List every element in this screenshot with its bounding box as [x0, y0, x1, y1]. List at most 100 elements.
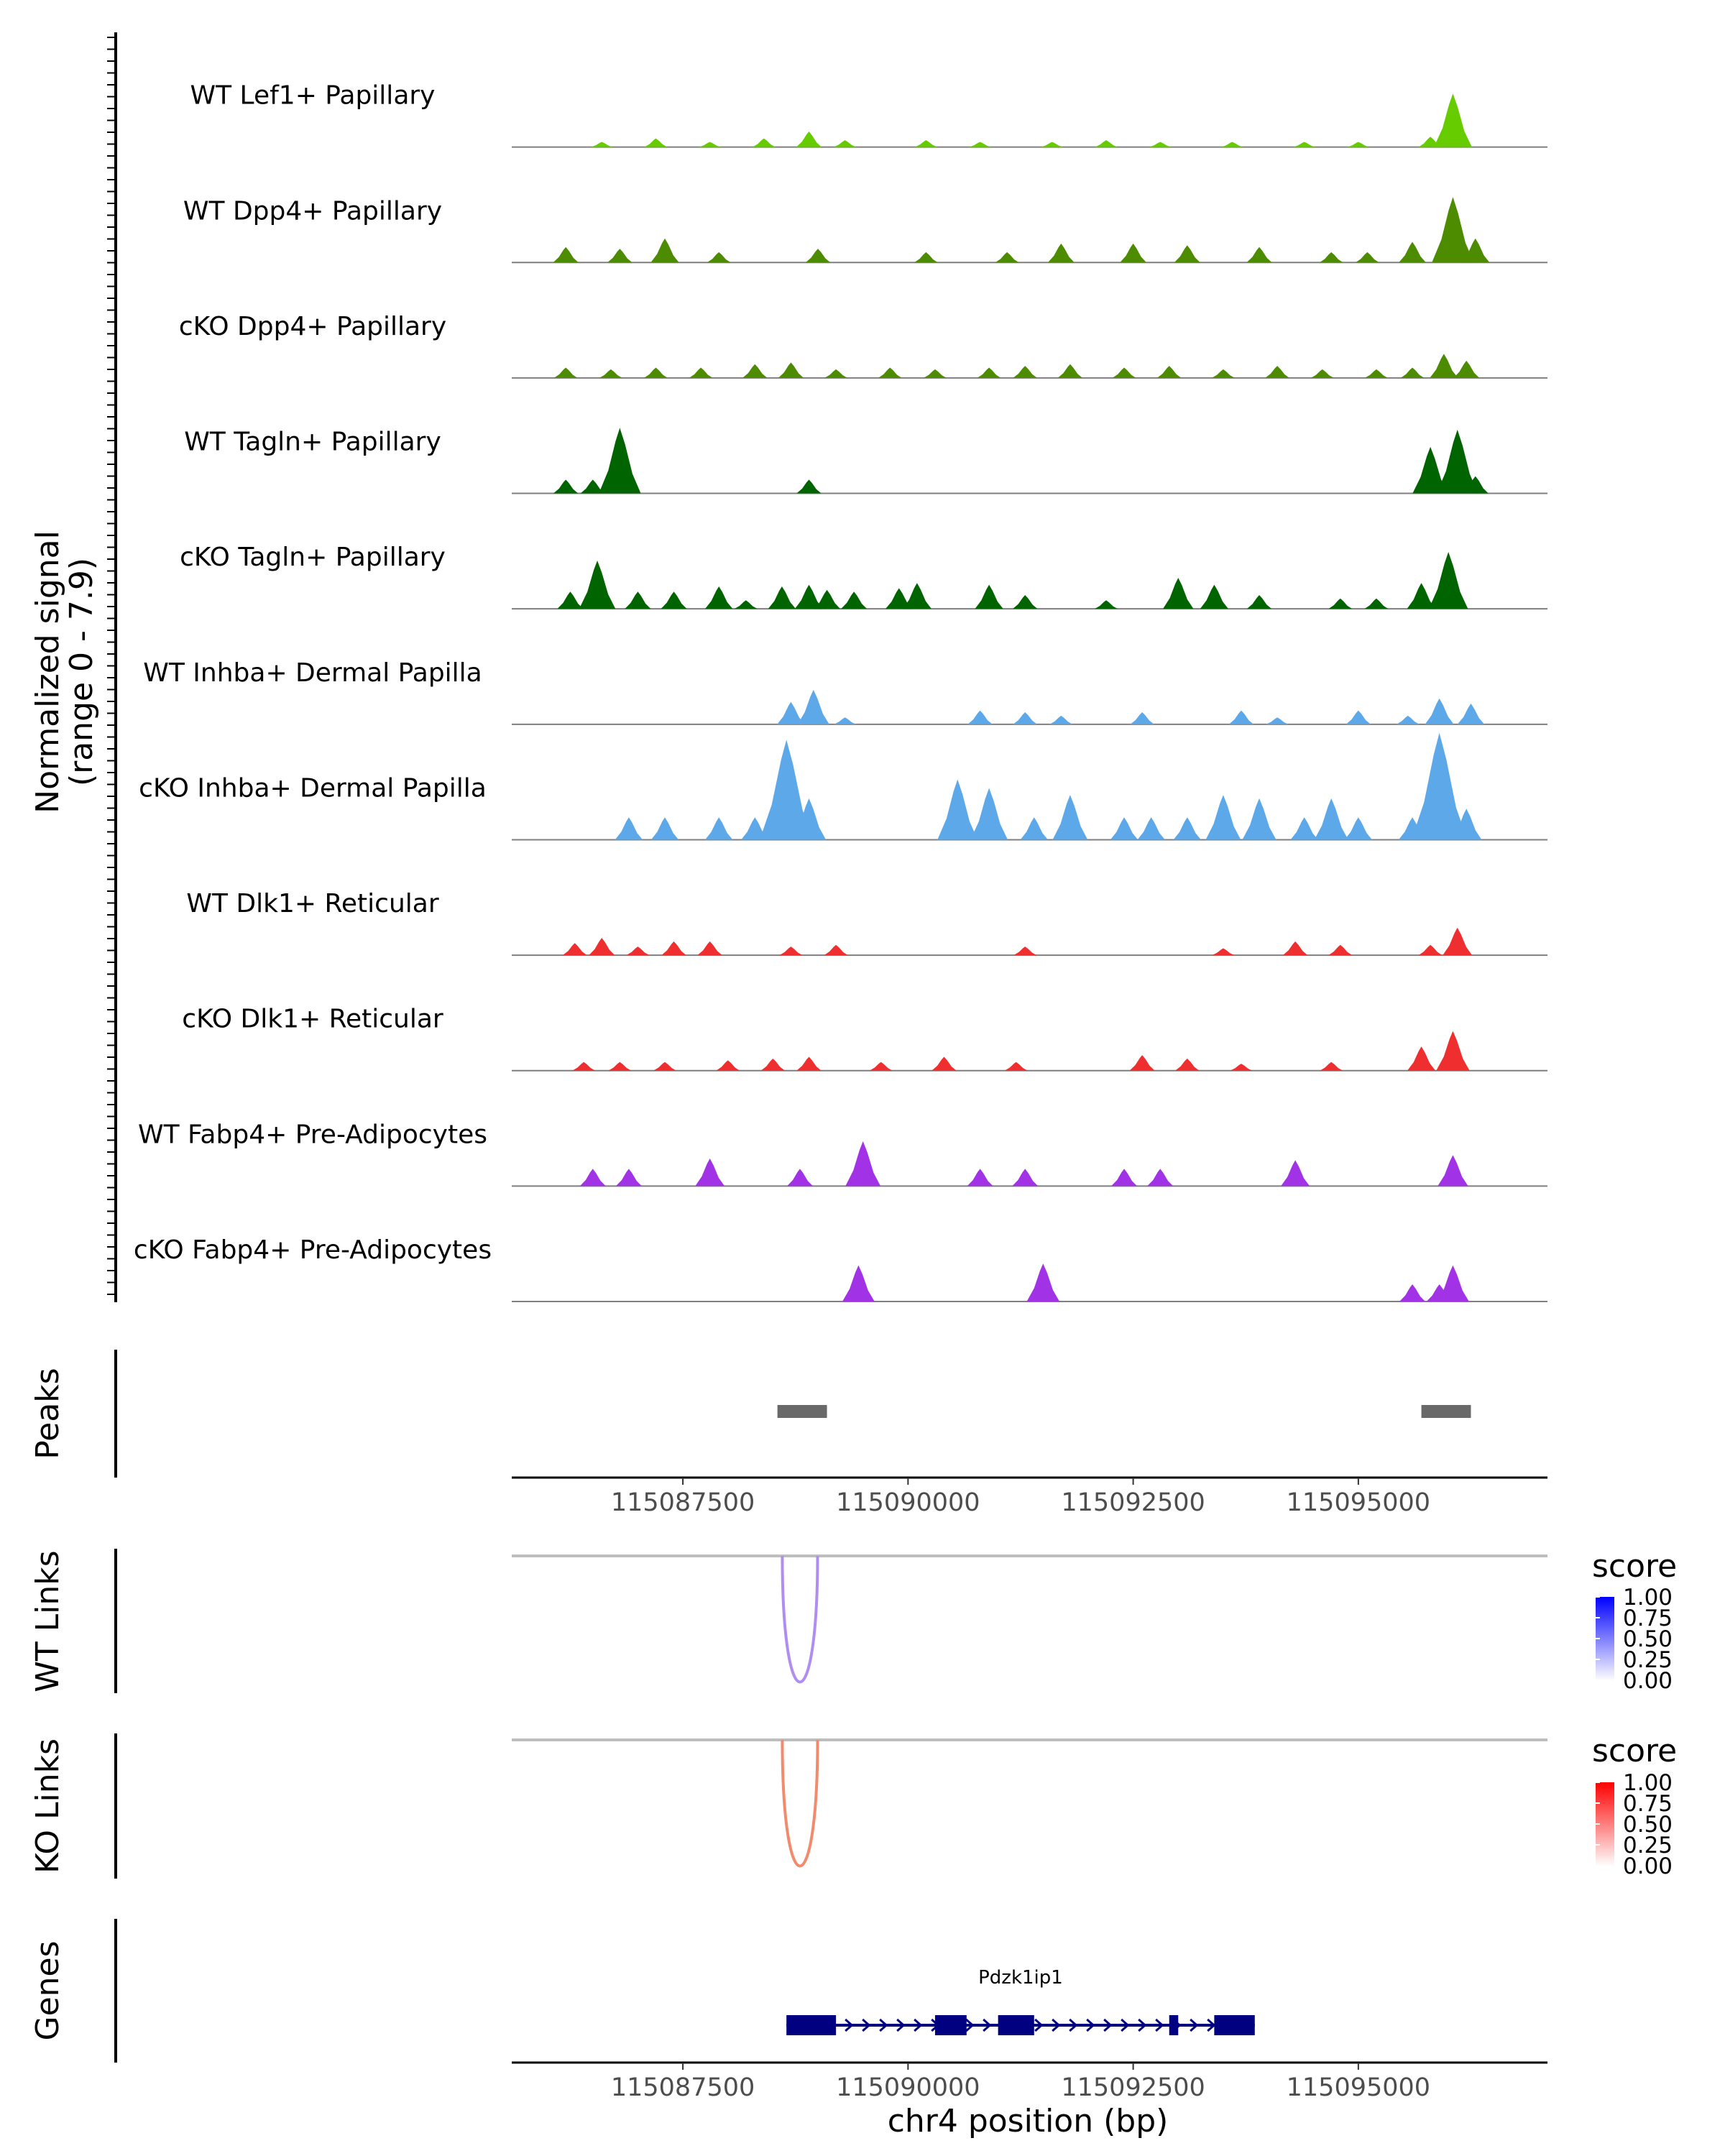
coverage-peak: [625, 591, 651, 609]
coverage-peak: [589, 938, 615, 956]
coverage-peak: [1400, 367, 1425, 378]
coverage-peak: [1163, 578, 1194, 609]
coverage-peak: [970, 788, 1008, 840]
coverage-peak: [1004, 1061, 1028, 1071]
coverage-peak: [1095, 140, 1118, 147]
coverage-peak: [1364, 369, 1388, 378]
strand-arrow: [1155, 2018, 1164, 2032]
coverage-track: WT Tagln+ Papillary: [184, 428, 1547, 494]
coverage-peak: [705, 817, 733, 840]
coverage-peak: [650, 238, 679, 263]
strand-arrow: [914, 2018, 923, 2032]
x-tick-label: 115087500: [611, 1488, 755, 1517]
coverage-peak: [1328, 944, 1353, 956]
coverage-peak: [797, 689, 829, 724]
peaks-label: Peaks: [29, 1368, 66, 1459]
x-tick-label: 115087500: [611, 2073, 755, 2102]
strand-arrow: [1086, 2018, 1095, 2032]
coverage-peak: [1437, 1265, 1469, 1302]
coverage-peak: [695, 1158, 725, 1187]
coverage-peak: [579, 561, 616, 609]
coverage-peak: [796, 1056, 822, 1071]
coverage-y-ticks: [107, 37, 116, 1295]
coverage-peak: [759, 740, 814, 840]
coverage-peak: [1228, 710, 1254, 724]
coverage-peak: [1432, 197, 1474, 263]
gene-exon: [998, 2015, 1034, 2035]
coverage-peak: [1149, 142, 1172, 147]
coverage-peak: [1461, 238, 1490, 263]
coverage-peak: [1399, 241, 1426, 263]
strand-arrow: [965, 2018, 975, 2032]
coverage-peak: [1052, 795, 1088, 840]
coverage-peak: [1242, 798, 1276, 840]
track-label: WT Fabp4+ Pre-Adipocytes: [138, 1120, 487, 1149]
x-axis-bottom-ticks: 115087500 115090000 115092500 115095000: [611, 2063, 1430, 2102]
coverage-peak: [1047, 243, 1075, 263]
coverage-peak: [572, 1061, 596, 1071]
strand-arrow: [1207, 2018, 1216, 2032]
coverage-peak: [615, 817, 643, 840]
coverage-peak: [791, 798, 827, 840]
coverage-peak: [1111, 1169, 1138, 1187]
ko-link-arc: [781, 1739, 819, 1868]
coverage-peak: [608, 1061, 632, 1071]
track-label: cKO Inhba+ Dermal Papilla: [139, 773, 487, 803]
wt-links-label: WT Links: [29, 1550, 66, 1692]
coverage-peak: [932, 1056, 957, 1071]
coverage-peak: [1230, 1064, 1253, 1071]
coverage-peak: [923, 369, 947, 378]
coverage-peak: [1344, 817, 1373, 840]
track-label: cKO Dlk1+ Reticular: [182, 1005, 443, 1034]
legend-tick-label: 0.00: [1623, 1668, 1673, 1694]
track-label: WT Dpp4+ Papillary: [183, 196, 442, 226]
coverage-peak: [562, 943, 587, 956]
legend-tick-label: 0.75: [1623, 1791, 1673, 1817]
legend-tick-label: 0.50: [1623, 1812, 1673, 1838]
coverage-peak: [1451, 808, 1482, 840]
coverage-peak: [1057, 364, 1083, 378]
ko-legend-title: score: [1592, 1733, 1677, 1769]
coverage-peak: [786, 1169, 813, 1187]
coverage-peak: [1411, 732, 1468, 840]
track-label: cKO Dpp4+ Papillary: [179, 312, 446, 341]
coverage-peak: [834, 717, 857, 724]
coverage-y-label-line2: (range 0 - 7.9): [63, 558, 100, 786]
coverage-peak: [1173, 817, 1201, 840]
strand-arrow: [1052, 2018, 1061, 2032]
x-tick-label: 115092500: [1061, 2073, 1205, 2102]
coverage-peak: [661, 591, 687, 609]
coverage-peak: [824, 369, 848, 378]
coverage-peak: [1346, 710, 1371, 724]
peak-region: [777, 1405, 827, 1418]
legend-tick-label: 0.25: [1623, 1647, 1673, 1673]
coverage-peak: [845, 1141, 881, 1187]
coverage-peak: [689, 367, 713, 378]
coverage-peak: [1438, 1155, 1468, 1187]
coverage-peak: [1020, 817, 1048, 840]
legend-tick-label: 1.00: [1623, 1585, 1673, 1611]
coverage-peak: [1137, 817, 1165, 840]
coverage-peak: [599, 369, 622, 378]
strand-arrow: [1138, 2018, 1147, 2032]
gene-name: Pdzk1ip1: [978, 1967, 1063, 1989]
coverage-peak: [1428, 552, 1468, 609]
coverage-peak: [995, 252, 1019, 263]
coverage-peak: [1211, 369, 1235, 378]
coverage-peak: [1013, 946, 1037, 956]
strand-arrow: [1034, 2018, 1044, 2032]
coverage-peak: [1436, 429, 1478, 494]
coverage-peak: [1319, 252, 1343, 263]
strand-arrow: [983, 2018, 992, 2032]
coverage-peak: [1434, 93, 1472, 147]
coverage-peak: [777, 701, 805, 724]
strand-arrow: [879, 2018, 888, 2032]
coverage-peak: [1112, 367, 1136, 378]
peak-region: [1421, 1405, 1471, 1418]
coverage-peak: [1310, 369, 1334, 378]
coverage-peak: [1129, 1055, 1155, 1071]
coverage-peak: [1436, 1031, 1470, 1071]
coverage-peak: [1174, 245, 1200, 263]
coverage-peak: [842, 1265, 875, 1302]
wt-legend-ticks: 1.000.750.500.250.00: [1596, 1585, 1673, 1694]
